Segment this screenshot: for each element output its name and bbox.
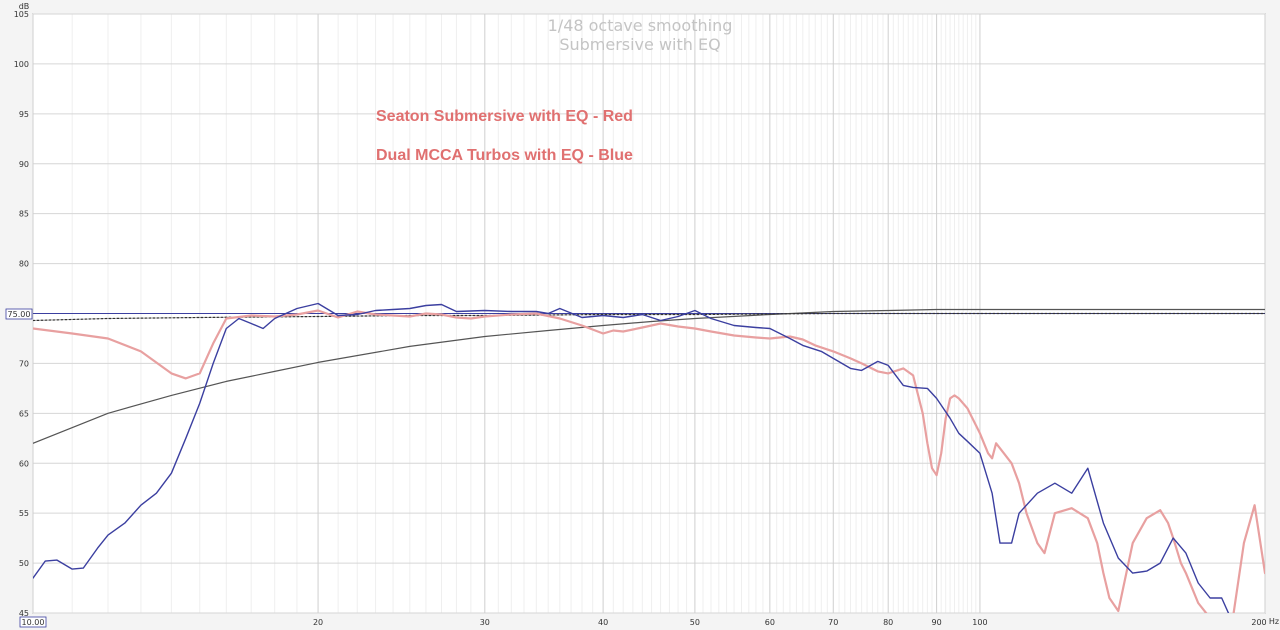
x-tick-label: 50 xyxy=(690,618,700,627)
y-tick-label: 95 xyxy=(19,110,29,119)
y-tick-label: 55 xyxy=(19,509,29,518)
y-tick-label: 60 xyxy=(19,459,29,468)
annotation-red-series: Seaton Submersive with EQ - Red xyxy=(376,108,633,125)
y-tick-label: 90 xyxy=(19,160,29,169)
x-origin-label-box xyxy=(19,616,47,628)
chart-title: 1/48 octave smoothing xyxy=(548,16,733,35)
y-tick-label: 70 xyxy=(19,359,29,368)
x-tick-label: 30 xyxy=(480,618,490,627)
y-tick-label: 105 xyxy=(14,10,29,19)
y-tick-label: 80 xyxy=(19,260,29,269)
series-line-target xyxy=(33,308,1265,444)
reference-level-marker: 75.00 xyxy=(5,308,33,320)
annotation-blue-series: Dual MCCA Turbos with EQ - Blue xyxy=(376,147,633,164)
axis-ticks: 45 50 55 60 65 70 80 85 90 95 100 105 20 30 40 50 60 70 80… xyxy=(14,10,1267,627)
x-tick-label: 90 xyxy=(932,618,942,627)
series-line-blue xyxy=(33,302,1230,613)
x-tick-label: 80 xyxy=(883,618,893,627)
x-tick-label: 20 xyxy=(313,618,323,627)
y-axis-unit: dB xyxy=(19,2,30,11)
y-tick-label: 45 xyxy=(19,609,29,618)
x-tick-label: 40 xyxy=(598,618,608,627)
x-origin-label: 10.00 xyxy=(22,618,45,627)
y-tick-label: 50 xyxy=(19,559,29,568)
chart-subtitle: Submersive with EQ xyxy=(559,35,720,54)
y-tick-label: 65 xyxy=(19,409,29,418)
reference-label: 75.00 xyxy=(8,310,31,319)
x-origin-marker: 10.00 xyxy=(19,616,47,628)
series-group xyxy=(33,302,1265,613)
x-tick-label: 60 xyxy=(765,618,775,627)
x-tick-label: 100 xyxy=(972,618,987,627)
x-axis-unit: Hz xyxy=(1269,617,1279,626)
series-line-target-dashed xyxy=(33,312,1265,322)
x-tick-label: 200 xyxy=(1251,618,1266,627)
series-line-red xyxy=(33,309,1265,613)
reference-label-box xyxy=(5,308,33,320)
y-tick-label: 100 xyxy=(14,60,29,69)
y-tick-label: 85 xyxy=(19,210,29,219)
x-tick-label: 70 xyxy=(828,618,838,627)
